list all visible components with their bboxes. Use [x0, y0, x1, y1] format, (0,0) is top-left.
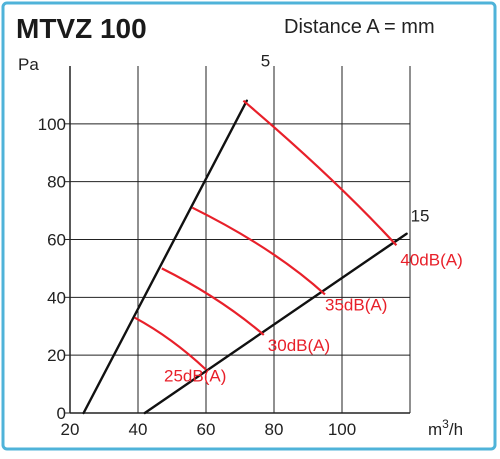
- x-tick-label: 20: [61, 420, 80, 439]
- y-axis-label: Pa: [18, 55, 39, 74]
- chart-frame: [1, 1, 497, 451]
- distance-line-label-15: 15: [411, 207, 430, 226]
- db-curve-label-4: 40dB(A): [400, 250, 462, 269]
- x-tick-label: 100: [328, 420, 356, 439]
- distance-line-5: [82, 99, 249, 415]
- x-tick-label: 80: [265, 420, 284, 439]
- x-axis-label-sup: 3: [442, 417, 449, 431]
- x-axis-label-base: m: [428, 420, 442, 439]
- x-tick-label: 40: [129, 420, 148, 439]
- y-tick-label: 80: [47, 173, 66, 192]
- db-curve-1: [134, 316, 207, 371]
- y-tick-label: 20: [47, 346, 66, 365]
- grid-layer: [64, 66, 411, 414]
- chart-title: MTVZ 100: [16, 13, 147, 44]
- db-curve-2: [161, 267, 265, 336]
- db-curve-3: [191, 206, 326, 296]
- x-axis-label-tail: /h: [449, 420, 463, 439]
- distance-line-layer: [82, 99, 408, 415]
- db-curve-layer: [134, 99, 398, 371]
- db-curve-label-2: 30dB(A): [268, 336, 330, 355]
- y-tick-label: 60: [47, 231, 66, 250]
- y-tick-label: 100: [38, 115, 66, 134]
- distance-line-15: [143, 232, 408, 415]
- x-tick-label: 60: [197, 420, 216, 439]
- chart-subtitle: Distance A = mm: [284, 16, 435, 38]
- x-axis-label: m3/h: [428, 417, 463, 439]
- y-tick-label: 40: [47, 288, 66, 307]
- series-label-layer: 5 15 25dB(A) 30dB(A) 35dB(A) 40dB(A): [164, 52, 463, 386]
- db-curve-label-1: 25dB(A): [164, 367, 226, 386]
- distance-line-label-5: 5: [261, 52, 270, 71]
- db-curve-label-3: 35dB(A): [325, 295, 387, 314]
- y-tick-label: 0: [57, 404, 66, 423]
- db-curve-4: [242, 99, 398, 247]
